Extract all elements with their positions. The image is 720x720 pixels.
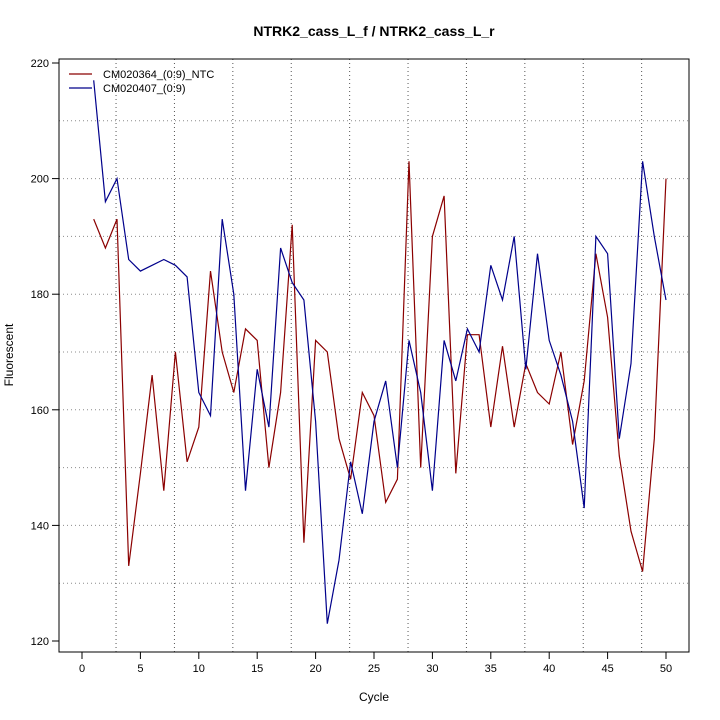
y-axis: 120 140 160 180 200 220 — [31, 58, 60, 648]
x-axis-label: Cycle — [359, 690, 389, 704]
x-tick-label: 30 — [426, 663, 438, 675]
x-tick-label: 15 — [251, 663, 263, 675]
x-tick-label: 20 — [309, 663, 321, 675]
legend: CM020364_(0:9)_NTC CM020407_(0:9) — [69, 69, 214, 95]
x-tick-label: 35 — [485, 663, 497, 675]
x-tick-label: 10 — [193, 663, 205, 675]
y-tick-label: 180 — [31, 289, 49, 301]
y-axis-label: Fluorescent — [2, 323, 16, 386]
x-tick-label: 45 — [601, 663, 613, 675]
chart-title: NTRK2_cass_L_f / NTRK2_cass_L_r — [253, 23, 495, 39]
series-lines — [93, 80, 667, 624]
x-tick-label: 25 — [368, 663, 380, 675]
x-tick-label: 5 — [137, 663, 143, 675]
y-tick-label: 120 — [31, 636, 49, 648]
y-tick-label: 140 — [31, 520, 49, 532]
y-tick-label: 200 — [31, 174, 49, 186]
x-tick-label: 0 — [79, 663, 85, 675]
series-line-1 — [93, 161, 667, 572]
legend-label-1: CM020364_(0:9)_NTC — [103, 69, 214, 81]
series-line-2 — [93, 80, 667, 624]
x-tick-label: 40 — [543, 663, 555, 675]
x-axis: 0 5 10 15 20 25 30 35 40 45 50 — [79, 651, 672, 675]
legend-label-2: CM020407_(0:9) — [103, 83, 186, 95]
x-tick-label: 50 — [660, 663, 672, 675]
y-tick-label: 220 — [31, 58, 49, 70]
y-tick-label: 160 — [31, 405, 49, 417]
